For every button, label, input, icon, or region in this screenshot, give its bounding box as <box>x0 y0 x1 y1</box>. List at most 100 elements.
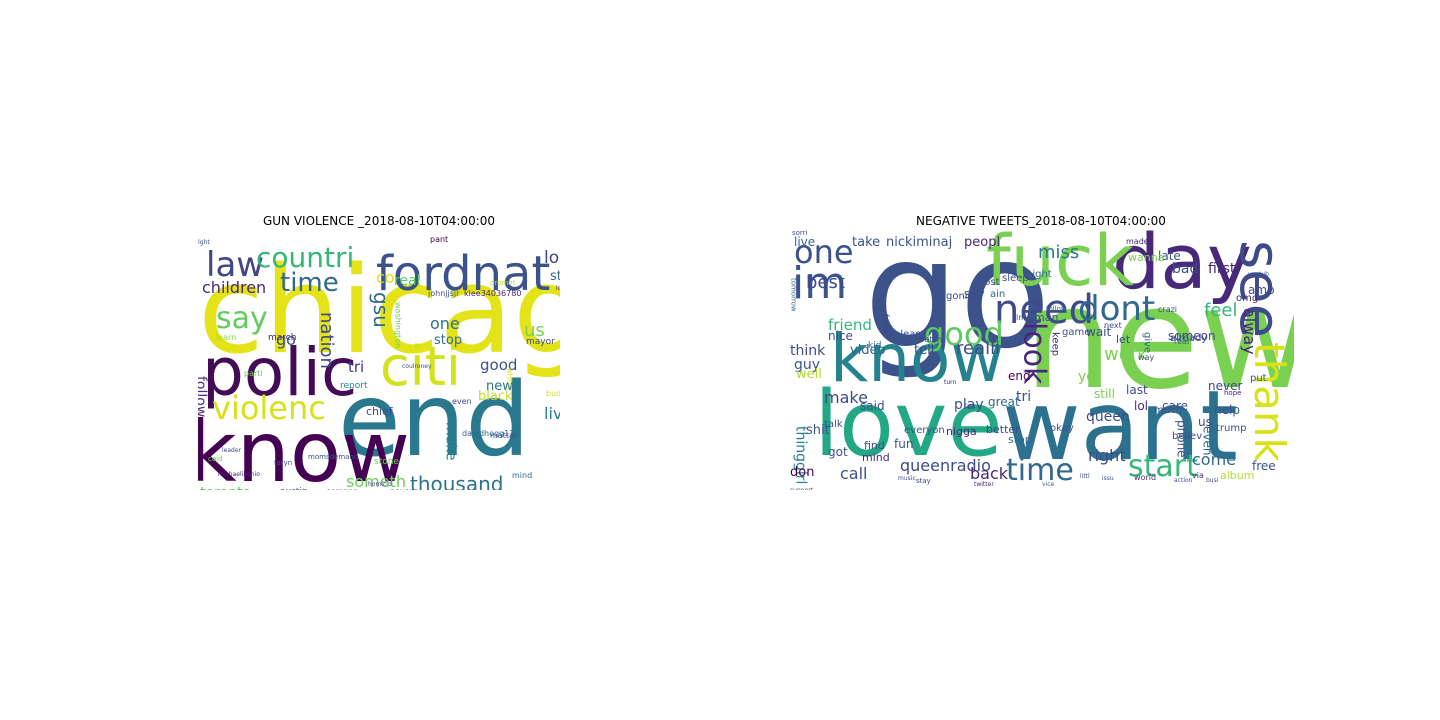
word: gonna <box>946 291 978 302</box>
word: mayor <box>526 337 555 347</box>
word: bad <box>1172 261 1199 277</box>
word: say <box>216 301 268 336</box>
word: tri <box>1016 389 1032 405</box>
word: promot <box>490 279 516 287</box>
word: make <box>824 388 868 407</box>
word: better <box>986 423 1020 436</box>
word: davidhogg111 <box>462 429 520 438</box>
word: put <box>1250 373 1267 384</box>
word: report <box>340 381 368 391</box>
word: leader <box>222 447 242 454</box>
word: keep <box>1049 332 1061 357</box>
word: free <box>1252 459 1276 473</box>
word: look <box>556 285 560 292</box>
word: think <box>790 343 826 359</box>
word: white <box>505 368 514 388</box>
word: black <box>478 389 513 404</box>
wordcloud-canvas: go new want love day fuck know see im thank need do… <box>788 230 1294 490</box>
word: new <box>486 379 513 394</box>
word: thank <box>1244 342 1294 462</box>
word: watch <box>918 335 943 344</box>
word: thousand <box>410 472 504 490</box>
word: end <box>1008 369 1031 383</box>
word: fight <box>198 239 210 246</box>
word: late <box>1158 249 1181 263</box>
word: nation <box>316 312 338 369</box>
word: klee34036780 <box>464 289 522 298</box>
word: got <box>828 445 848 459</box>
word: stone <box>374 457 399 467</box>
word: go <box>864 230 1051 382</box>
word: never <box>390 488 413 491</box>
word: believ <box>1172 431 1203 442</box>
word: even <box>1200 426 1215 456</box>
word: kid <box>868 341 882 351</box>
word: someon <box>1168 329 1216 343</box>
word: amp <box>1248 283 1275 297</box>
word: fordnat <box>376 246 551 302</box>
word: friend <box>828 316 872 334</box>
word: good <box>480 356 518 374</box>
word: stop <box>1008 433 1032 446</box>
word: fun <box>894 437 914 451</box>
word: way <box>1138 353 1155 362</box>
word: let <box>1116 333 1131 346</box>
word: vice <box>1042 481 1055 488</box>
word: tell <box>914 343 935 358</box>
word: start <box>1128 449 1198 484</box>
word: children <box>202 278 267 297</box>
word: talk <box>824 419 843 430</box>
word: faryn <box>274 459 293 467</box>
word: mind <box>862 451 890 464</box>
word: said <box>860 399 885 413</box>
word: compar <box>326 488 356 491</box>
word: time <box>1006 453 1074 488</box>
word: hope <box>1224 389 1242 397</box>
word: realli <box>956 338 1001 359</box>
word: great <box>988 395 1020 409</box>
word: work <box>1104 344 1148 365</box>
word: coulroney <box>402 363 432 370</box>
word: best <box>806 272 845 293</box>
word: everyon <box>904 425 945 436</box>
word: found <box>881 314 891 337</box>
word: coid <box>208 455 223 463</box>
wordcloud-canvas: chicagoendknowpolicfordnatcitigunampviol… <box>198 230 560 490</box>
word: follow <box>198 376 209 418</box>
word: music <box>898 475 916 482</box>
word: shit <box>806 423 830 438</box>
word: miss <box>1038 242 1080 263</box>
word: chief <box>366 405 393 418</box>
word: budget <box>546 389 560 398</box>
word: live <box>794 235 816 249</box>
wordcloud-panel-negative-tweets: NEGATIVE TWEETS_2018-08-10T04:00:00 go ne… <box>788 214 1294 490</box>
word: trump <box>1216 423 1247 434</box>
word: busi <box>1206 477 1219 484</box>
word: polic <box>202 334 358 411</box>
word: stop <box>434 333 463 348</box>
word: homicid <box>368 481 392 488</box>
word: need <box>994 287 1094 333</box>
word: one <box>430 314 460 333</box>
word: queen <box>1086 409 1130 425</box>
word: pleas <box>894 329 921 340</box>
word: stay <box>916 477 931 485</box>
word: much <box>1154 405 1182 416</box>
word: via <box>1192 471 1204 480</box>
word: man <box>1034 311 1059 324</box>
word: tri <box>348 358 365 376</box>
word: play <box>954 397 984 413</box>
word: find <box>864 439 885 452</box>
word: don <box>790 465 815 480</box>
word: march <box>268 333 297 343</box>
word: nickiminaj <box>886 235 953 250</box>
word: nice <box>828 329 853 343</box>
word: take <box>852 235 881 250</box>
word: law <box>206 245 265 285</box>
word: feel <box>1204 300 1238 321</box>
word: made <box>1126 237 1149 246</box>
word: peopl <box>964 235 1001 250</box>
word: go <box>276 330 296 349</box>
word: wait <box>1086 325 1112 339</box>
chart-title: NEGATIVE TWEETS_2018-08-10T04:00:00 <box>916 214 1166 228</box>
